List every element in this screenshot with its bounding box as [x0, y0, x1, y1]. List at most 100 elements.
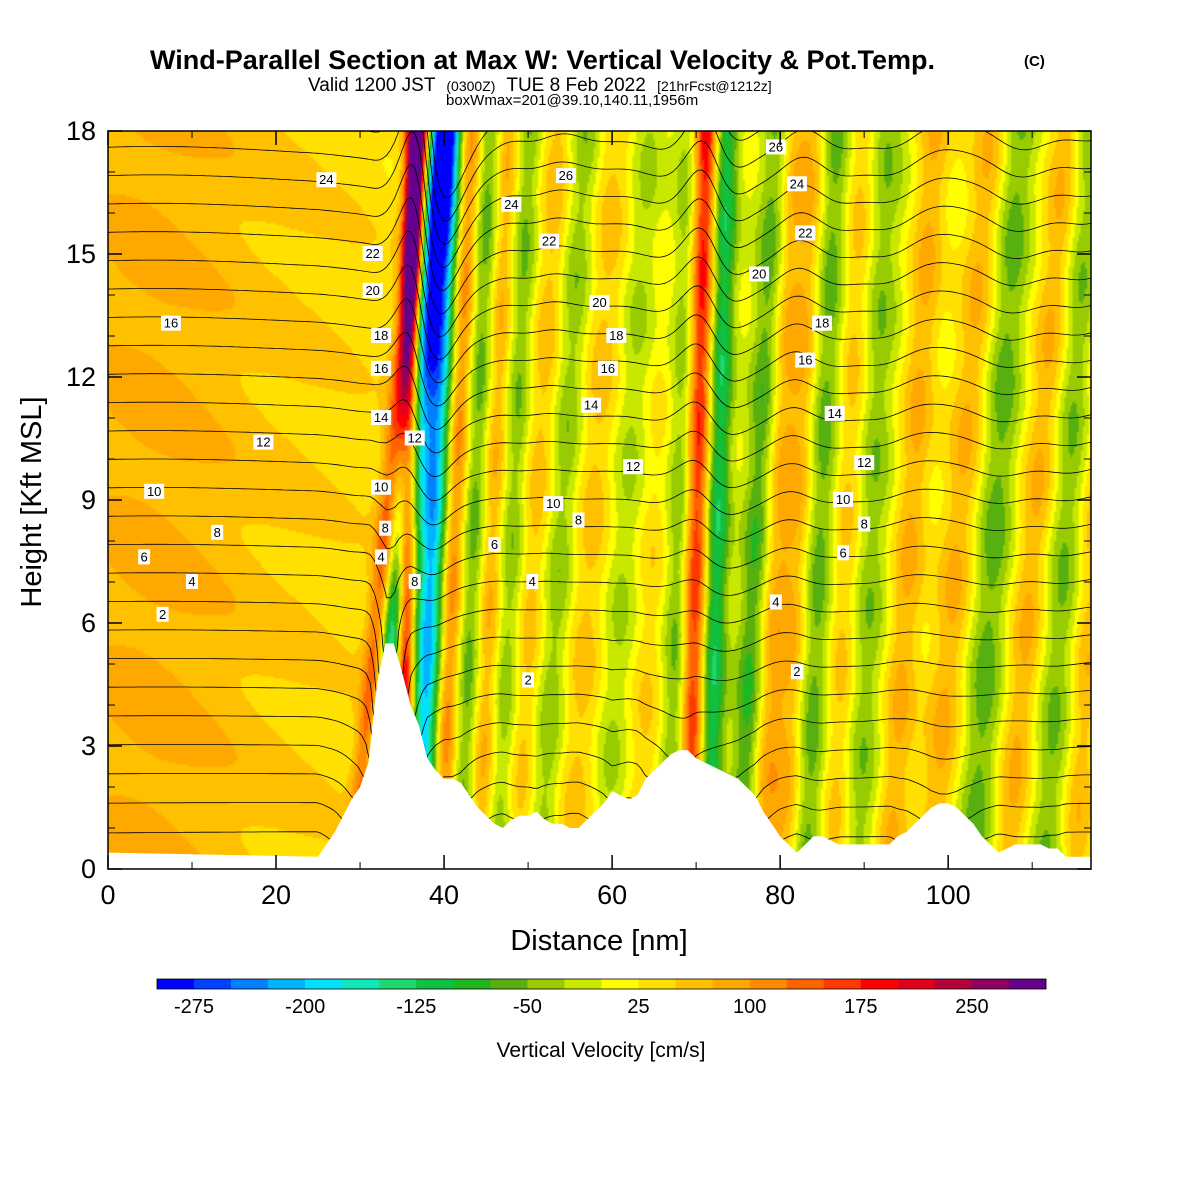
contour-label: 2 [159, 607, 166, 622]
y-tick-label: 18 [66, 116, 96, 146]
colorbar-swatch [971, 979, 1010, 989]
colorbar-swatch [194, 979, 232, 989]
contour-label-bg [404, 430, 425, 446]
contour-label: 20 [592, 295, 606, 310]
colorbar-tick-label: 25 [627, 996, 649, 1018]
contour-label-bg [795, 352, 816, 368]
colorbar [156, 978, 1047, 990]
contour-label: 2 [524, 672, 531, 687]
theta-contour [108, 163, 1091, 291]
contour-label: 20 [365, 283, 379, 298]
contour-label-bg [824, 405, 845, 421]
y-tick-label: 15 [66, 239, 96, 269]
contour-label: 22 [798, 226, 812, 241]
contour-label-bg [371, 360, 392, 376]
y-tick-label: 9 [81, 485, 96, 515]
contour-label-bg [769, 594, 782, 610]
theta-contour [108, 297, 1091, 384]
plot-area: 2468101216242220181614121084824681012141… [108, 131, 1091, 869]
contour-label: 8 [382, 521, 389, 536]
y-tick-label: 0 [81, 854, 96, 884]
contour-label: 10 [836, 492, 850, 507]
y-axis: 0 3 6 9 12 15 18 [66, 116, 1091, 884]
x-axis-label: Distance [nm] [510, 925, 687, 957]
contour-label-bg [156, 606, 169, 622]
x-tick-label: 80 [765, 880, 795, 910]
contour-label-bg [854, 455, 875, 471]
contour-label: 26 [769, 139, 783, 154]
contour-labels: 2468101216242220181614121084824681012141… [138, 139, 875, 688]
colorbar-swatch [601, 979, 639, 989]
contour-label: 24 [790, 176, 804, 191]
box-info-label: boxWmax=201@39.10,140.11,1956m [446, 92, 698, 109]
vertical-velocity-heatmap [108, 131, 1091, 869]
colorbar-swatch [1008, 979, 1047, 989]
contour-label-bg [858, 516, 871, 532]
theta-contour [108, 515, 1091, 550]
contour-label-bg [539, 233, 560, 249]
contour-label-bg [501, 196, 522, 212]
contour-label-bg [572, 512, 585, 528]
contour-label: 8 [214, 525, 221, 540]
colorbar-tick-label: 175 [844, 996, 877, 1018]
contour-label: 10 [147, 484, 161, 499]
contour-label: 14 [584, 398, 598, 413]
colorbar-swatch [379, 979, 417, 989]
copyright-mark: (C) [1024, 53, 1045, 70]
colorbar-swatch [712, 979, 750, 989]
contour-label: 20 [752, 267, 766, 282]
contour-label: 16 [798, 353, 812, 368]
contour-label-bg [144, 483, 165, 499]
colorbar-swatch [268, 979, 306, 989]
contour-label-bg [765, 139, 786, 155]
y-axis-label: Height [Kft MSL] [16, 396, 48, 607]
contour-label-bg [837, 545, 850, 561]
y-tick-label: 3 [81, 731, 96, 761]
contour-label-bg [375, 549, 388, 565]
contour-label: 10 [546, 496, 560, 511]
colorbar-swatch [527, 979, 565, 989]
contour-label: 16 [374, 361, 388, 376]
colorbar-frame [156, 978, 1047, 990]
contour-label: 6 [839, 545, 846, 560]
contour-label-bg [790, 664, 803, 680]
valid-date: TUE 8 Feb 2022 [506, 75, 645, 96]
colorbar-tick-label: 250 [955, 996, 988, 1018]
theta-contour [108, 197, 1091, 314]
contour-label-bg [371, 328, 392, 343]
contour-label-bg [526, 574, 539, 589]
theta-contour [108, 365, 1091, 430]
contour-label-bg [555, 168, 576, 184]
contour-label: 24 [504, 197, 518, 212]
contour-label: 24 [319, 172, 333, 187]
colorbar-tick-labels: -275 -200 -125 -50 25 100 175 250 [174, 996, 989, 1018]
theta-contour [108, 131, 1091, 245]
contour-label: 22 [542, 234, 556, 249]
contour-label: 2 [793, 664, 800, 679]
contour-label-bg [597, 360, 618, 376]
contour-label-bg [749, 266, 770, 282]
colorbar-swatch [897, 979, 936, 989]
colorbar-tick-label: -125 [396, 996, 436, 1018]
contour-label: 26 [559, 168, 573, 183]
x-axis: 0 20 40 60 80 100 [100, 131, 1033, 910]
contour-label-bg [316, 172, 337, 188]
contour-label-bg [589, 295, 610, 311]
colorbar-swatch [305, 979, 343, 989]
colorbar-swatch [490, 979, 528, 989]
contour-label: 16 [164, 316, 178, 331]
contour-label: 4 [377, 549, 384, 564]
theta-contour [108, 231, 1091, 338]
y-tick-label: 12 [66, 362, 96, 392]
contour-label: 6 [140, 549, 147, 564]
contour-label-bg [253, 434, 274, 450]
colorbar-swatch [860, 979, 899, 989]
contour-label-bg [812, 315, 833, 331]
contour-label-bg [408, 574, 421, 589]
x-tick-label: 0 [100, 880, 115, 910]
contour-label: 6 [491, 537, 498, 552]
contour-label: 8 [575, 513, 582, 528]
contour-label: 18 [374, 328, 388, 343]
theta-contour [108, 543, 1091, 599]
contour-label: 12 [256, 435, 270, 450]
